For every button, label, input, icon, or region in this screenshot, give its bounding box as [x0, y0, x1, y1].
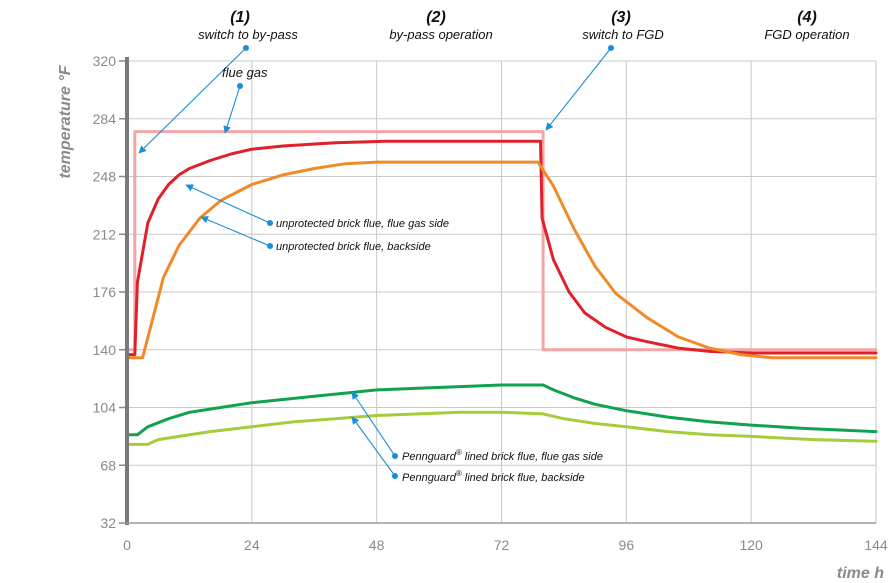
y-tick-label: 320 [93, 53, 117, 69]
x-tick-label: 48 [369, 537, 385, 553]
leader-dot-unprot-back [266, 242, 274, 250]
leader-penn-back [351, 416, 396, 477]
y-tick-label: 176 [93, 284, 117, 300]
y-axis-title: temperature °F [57, 64, 74, 178]
x-tick-label: 0 [123, 537, 131, 553]
leader-dot-flue-gas [236, 82, 244, 90]
y-tick-label: 32 [100, 515, 116, 531]
pennguard-word: Pennguard [402, 451, 457, 463]
x-axis-title: time h [837, 565, 884, 582]
y-tick-label: 140 [93, 342, 117, 358]
phase-3-name: switch to FGD [582, 27, 664, 42]
leader-penn-gas [351, 391, 396, 457]
leader-phase1 [138, 47, 247, 154]
phase-4-name: FGD operation [764, 27, 849, 42]
axes [119, 57, 876, 525]
series-lines [125, 130, 878, 446]
phase-2-number: (2) [426, 9, 446, 26]
tick-labels: 0 24 48 72 96 120 144 32 68 104 140 176 212 248 284 320 [93, 53, 888, 553]
gridlines [126, 60, 877, 524]
y-tick-label: 212 [93, 226, 117, 242]
label-unprotected-backside: unprotected brick flue, backside [276, 241, 431, 253]
phase-2-name: by-pass operation [389, 27, 492, 42]
y-tick-label: 284 [93, 111, 117, 127]
phase-4-number: (4) [797, 9, 817, 26]
label-pennguard-flue-gas-side: Pennguard® lined brick flue, flue gas si… [402, 448, 603, 463]
x-tick-label: 144 [864, 537, 888, 553]
label-flue-gas: flue gas [222, 65, 268, 80]
annotation-leaders [138, 44, 615, 480]
leader-dot-penn-back [391, 472, 399, 480]
x-tick-label: 96 [619, 537, 635, 553]
x-tick-label: 24 [244, 537, 260, 553]
series-line-pennguard-lined-brick-flue-backside [125, 410, 878, 446]
leader-flue-gas [223, 85, 241, 134]
y-tick-label: 248 [93, 169, 117, 185]
phase-3-number: (3) [611, 9, 631, 26]
phase-1-number: (1) [230, 9, 250, 26]
series-line-pennguard-lined-brick-flue-flue-gas-side [125, 383, 878, 437]
y-tick-label: 68 [100, 457, 116, 473]
leader-dot-unprot-gas [266, 219, 274, 227]
label-pennguard-backside: Pennguard® lined brick flue, backside [402, 469, 585, 484]
leader-unprot-back [200, 216, 271, 247]
series-line-unprotected-brick-flue-flue-gas-side [125, 139, 878, 357]
registered-mark: ® [456, 448, 462, 457]
y-tick-label: 104 [93, 400, 117, 416]
phase-1-name: switch to by-pass [198, 27, 298, 42]
leader-unprot-gas [185, 184, 271, 224]
leader-dot-penn-gas [391, 452, 399, 460]
leader-dot-phase1 [242, 44, 250, 52]
series-line-unprotected-brick-flue-backside [125, 160, 878, 360]
leader-dot-phase3 [607, 44, 615, 52]
pennguard-backside-rest: lined brick flue, backside [462, 472, 585, 484]
x-tick-label: 72 [494, 537, 510, 553]
pennguard-word: Pennguard [402, 472, 457, 484]
pennguard-flue-gas-rest: lined brick flue, flue gas side [462, 451, 603, 463]
x-tick-label: 120 [739, 537, 763, 553]
leader-phase3 [545, 47, 612, 131]
label-unprotected-flue-gas-side: unprotected brick flue, flue gas side [276, 218, 449, 230]
registered-mark: ® [456, 469, 462, 478]
